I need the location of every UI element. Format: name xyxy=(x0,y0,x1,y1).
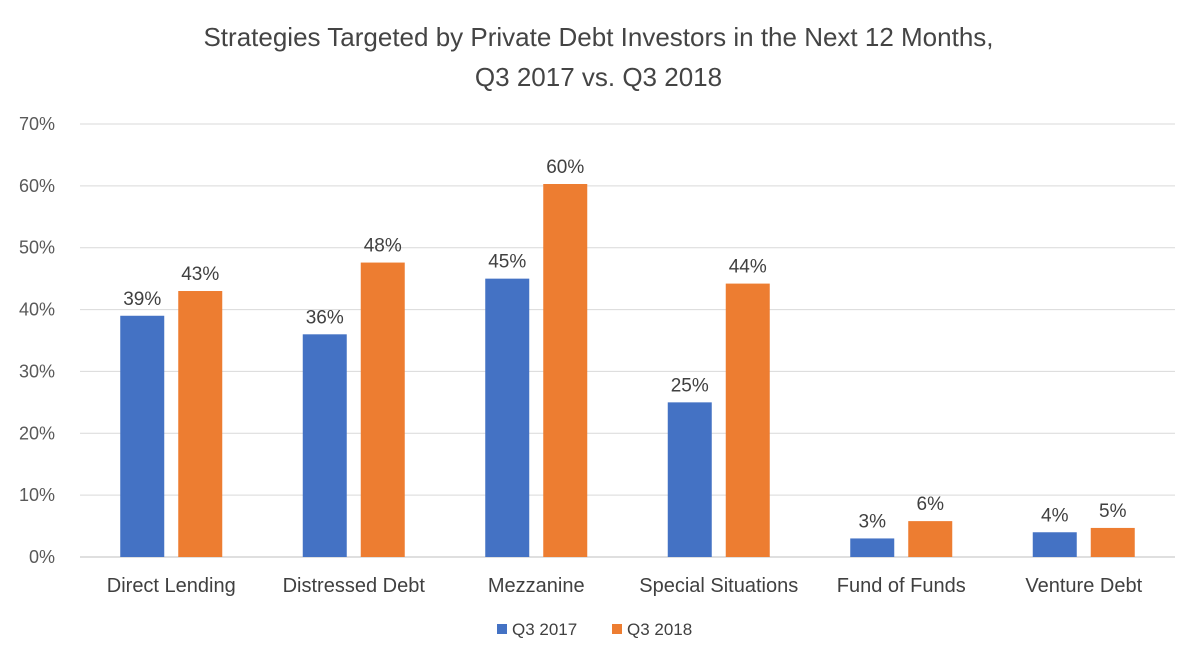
legend-swatch xyxy=(612,624,622,634)
x-tick-label: Fund of Funds xyxy=(837,575,966,597)
y-tick-label: 70% xyxy=(19,114,55,134)
bar xyxy=(667,402,712,557)
x-tick-label: Special Situations xyxy=(639,575,798,597)
data-label: 25% xyxy=(671,375,709,396)
bar xyxy=(302,334,347,557)
y-tick-label: 40% xyxy=(19,300,55,320)
bar xyxy=(543,184,588,557)
data-label: 45% xyxy=(488,252,526,273)
data-label: 4% xyxy=(1041,505,1069,526)
chart-title-line-1: Strategies Targeted by Private Debt Inve… xyxy=(203,22,994,52)
bar xyxy=(178,291,223,557)
data-label: 36% xyxy=(306,307,344,328)
y-tick-label: 60% xyxy=(19,176,55,196)
legend-label: Q3 2017 xyxy=(512,620,577,639)
y-tick-label: 10% xyxy=(19,485,55,505)
bar xyxy=(360,262,405,557)
data-label: 3% xyxy=(859,511,887,532)
y-tick-label: 50% xyxy=(19,238,55,258)
bar xyxy=(908,521,953,557)
legend-label: Q3 2018 xyxy=(627,620,692,639)
data-label: 44% xyxy=(729,257,767,278)
data-label: 6% xyxy=(917,494,945,515)
data-label: 5% xyxy=(1099,501,1127,522)
bar xyxy=(1090,527,1135,557)
data-label: 48% xyxy=(364,236,402,257)
bar xyxy=(850,538,895,557)
data-label: 43% xyxy=(181,264,219,285)
bar xyxy=(1032,532,1077,557)
x-tick-label: Distressed Debt xyxy=(283,575,426,597)
chart-title-line-2: Q3 2017 vs. Q3 2018 xyxy=(474,62,723,92)
x-tick-label: Direct Lending xyxy=(107,575,236,597)
legend-swatch xyxy=(497,624,507,634)
x-tick-label: Venture Debt xyxy=(1025,575,1142,597)
x-tick-label: Mezzanine xyxy=(488,575,585,597)
y-tick-label: 20% xyxy=(19,423,55,443)
bar xyxy=(485,278,530,557)
y-tick-label: 0% xyxy=(29,547,55,567)
bar xyxy=(120,315,165,557)
data-label: 60% xyxy=(546,157,584,178)
data-label: 39% xyxy=(123,289,161,310)
y-tick-label: 30% xyxy=(19,361,55,381)
bar xyxy=(725,283,770,557)
